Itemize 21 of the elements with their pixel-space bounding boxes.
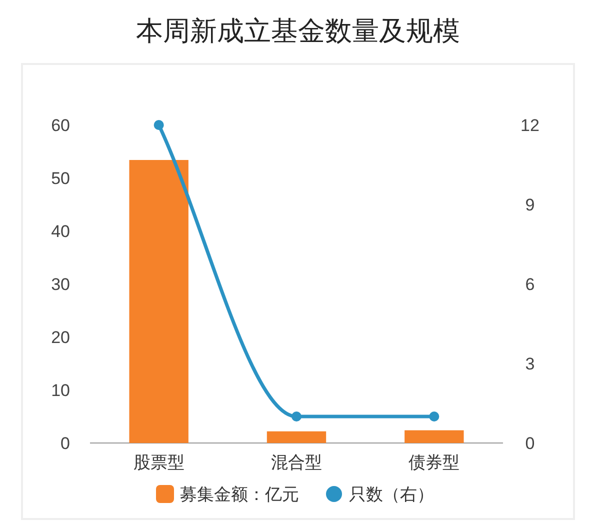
y2-tick-label: 0: [525, 434, 535, 453]
y2-tick-label: 12: [520, 116, 540, 135]
y-tick-label: 50: [51, 169, 70, 188]
x-tick-label: 债券型: [408, 453, 460, 472]
y-tick-label: 60: [51, 116, 70, 135]
x-tick-label: 混合型: [271, 453, 322, 472]
legend-label: 募集金额：亿元: [180, 485, 299, 504]
bar: [129, 160, 188, 443]
legend-label: 只数（右）: [349, 485, 434, 504]
x-tick-label: 股票型: [133, 453, 184, 472]
bar: [404, 430, 464, 443]
y-tick-label: 20: [51, 328, 70, 347]
y2-tick-label: 3: [525, 354, 535, 374]
bar: [266, 431, 326, 443]
y2-tick-label: 6: [525, 275, 535, 294]
y-tick-label: 40: [51, 222, 70, 241]
y-tick-label: 10: [51, 381, 70, 400]
y2-tick-label: 9: [525, 196, 535, 214]
y-tick-label: 0: [60, 434, 70, 453]
chart-title: 本周新成立基金数量及规模: [136, 16, 460, 46]
y-tick-label: 30: [51, 275, 70, 294]
